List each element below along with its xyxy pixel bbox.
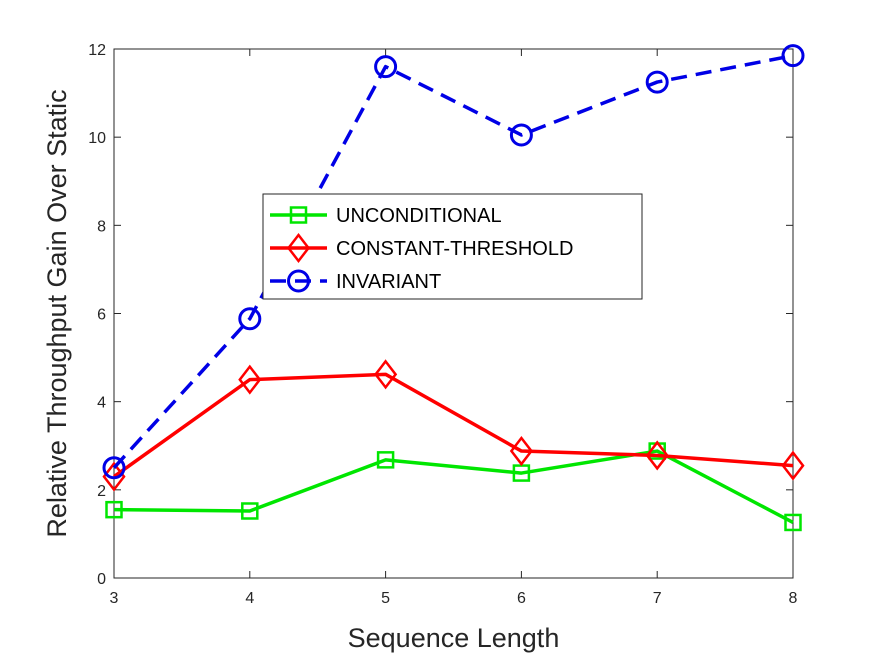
legend-label: UNCONDITIONAL	[336, 205, 502, 227]
legend-item-invariant: INVARIANT	[270, 269, 441, 293]
series-invariant	[102, 44, 805, 480]
x-tick-label: 5	[381, 590, 390, 607]
x-tick-label: 8	[789, 590, 798, 607]
data-point	[781, 44, 805, 68]
x-tick-label: 4	[245, 590, 254, 607]
plot-area	[113, 48, 794, 579]
y-tick-label: 0	[97, 571, 106, 588]
legend-label: CONSTANT-THRESHOLD	[336, 238, 573, 260]
data-point	[781, 450, 805, 481]
tick-labels: 3 4 5 6 7 8 0 2 4 6 8 10 12	[88, 42, 797, 607]
legend-item-constant-threshold: CONSTANT-THRESHOLD	[270, 232, 573, 264]
legend-marker	[289, 206, 308, 224]
series-constant-threshold	[102, 359, 805, 492]
series-line	[112, 53, 794, 469]
legend-item-unconditional: UNCONDITIONAL	[270, 205, 502, 227]
data-point	[105, 500, 123, 519]
data-point	[374, 359, 398, 390]
data-point	[509, 123, 533, 147]
axis-ticks	[113, 48, 794, 579]
y-axis-title: Relative Throughput Gain Over Static	[42, 89, 72, 537]
x-axis-title: Sequence Length	[348, 623, 560, 653]
data-point	[645, 440, 669, 471]
data-point	[241, 502, 259, 520]
legend-marker	[286, 232, 311, 264]
data-point	[645, 70, 669, 94]
series-line	[113, 449, 794, 525]
y-tick-label: 12	[88, 42, 106, 59]
x-tick-label: 6	[517, 590, 526, 607]
data-point	[102, 461, 126, 492]
data-point	[509, 435, 533, 467]
y-tick-label: 8	[97, 218, 106, 235]
legend-label: INVARIANT	[336, 271, 441, 293]
x-tick-label: 7	[653, 590, 662, 607]
y-tick-label: 6	[97, 307, 106, 324]
y-tick-label: 2	[97, 483, 106, 500]
x-tick-label: 3	[110, 590, 119, 607]
data-point	[374, 55, 398, 79]
series-layer	[102, 44, 805, 532]
data-point	[784, 513, 802, 532]
legend: UNCONDITIONAL CONSTANT-THRESHOLD INVARIANT	[262, 193, 643, 300]
data-point	[238, 307, 262, 331]
data-point	[238, 364, 262, 395]
series-line	[112, 372, 794, 479]
data-point	[376, 451, 395, 469]
legend-marker	[287, 269, 310, 293]
y-tick-label: 4	[97, 395, 106, 412]
y-tick-label: 10	[88, 130, 106, 147]
data-point	[102, 456, 126, 480]
